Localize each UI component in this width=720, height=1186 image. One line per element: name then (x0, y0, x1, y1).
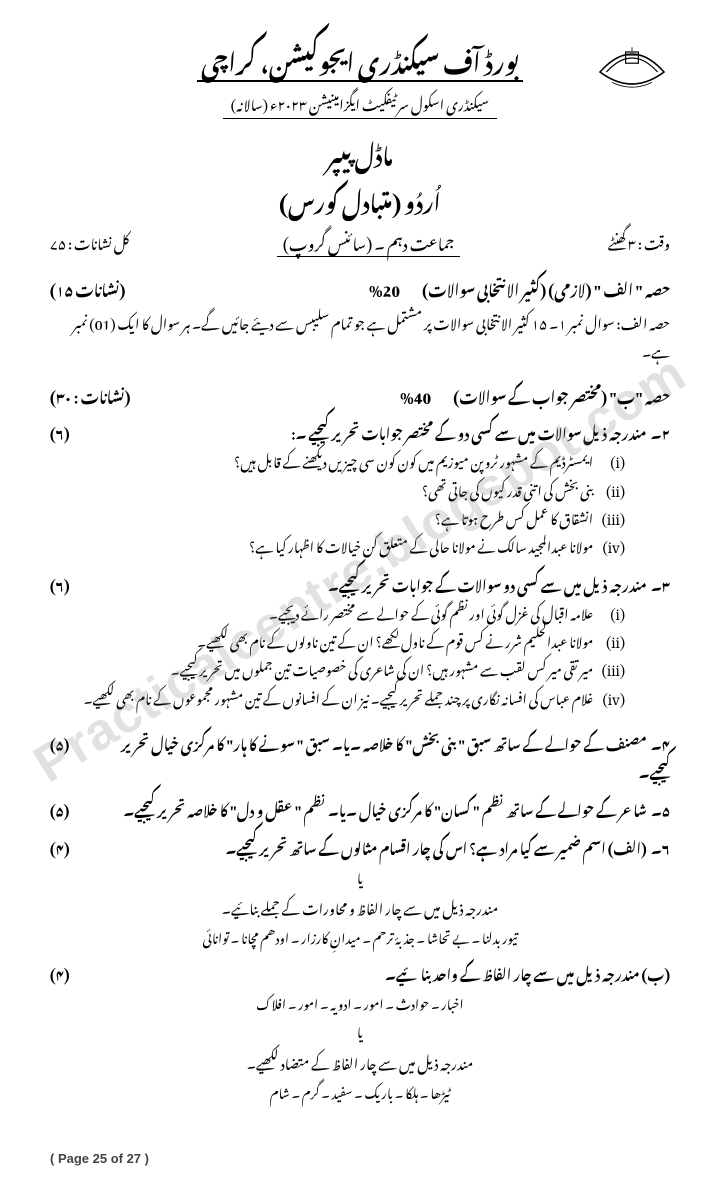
q5-num: ۵۔ (651, 791, 670, 826)
q2-iv: (iv) مولانا عبدالمجید سالک نے مولانا حال… (50, 531, 670, 559)
section-b-marks: (نشانات : ۳۰) (50, 380, 130, 409)
q6-alt2: مندرجہ ذیل میں سے چار الفاظ کے متضاد لکھ… (50, 1048, 670, 1076)
time-label: وقت : ۳ گھنٹے (608, 229, 670, 254)
q3-text: ۳۔ مندرجہ ذیل میں سے کسی دو سوالات کے جو… (89, 570, 670, 598)
q5-marks: (۵) (50, 795, 69, 823)
section-a-instruction: حصہ الف: سوال نمبر ۱۔ ۱۵ کثیر الانتخابی … (50, 308, 670, 364)
q6-or-2: یا (50, 1018, 670, 1041)
board-title: بورڈ آف سیکنڈری ایجوکیشن، کراچی (197, 40, 523, 82)
board-logo (592, 28, 672, 100)
section-b-title-text: حصہ "ب" (مختصر جواب کے سوالات) (453, 375, 670, 413)
q4-text: ۴۔ مصنف کے حوالے کے ساتھ سبق " بنی بخش" … (89, 729, 670, 785)
q4-row: ۴۔ مصنف کے حوالے کے ساتھ سبق " بنی بخش" … (50, 729, 670, 785)
q4-stem: مصنف کے حوالے کے ساتھ سبق " بنی بخش" کا … (121, 725, 670, 788)
model-paper-heading: ماڈل پیپر (50, 133, 670, 173)
q6b-words: اخبار ۔ حوادث ۔ امور ۔ ادویہ ۔ امور ۔ اف… (50, 989, 670, 1015)
section-b-row: حصہ "ب" (مختصر جواب کے سوالات) 40% (نشان… (50, 380, 670, 409)
q6b-row: (ب) مندرجہ ذیل میں سے چار الفاظ کے واحد … (50, 959, 670, 987)
q3-num: ۳۔ (651, 566, 670, 601)
section-a-marks: (نشانات ۱۵) (50, 273, 125, 302)
section-a-title-text: حصہ " الف " (لازمی) (کثیر الانتخابی سوال… (422, 268, 670, 306)
section-a-percent: 20% (369, 268, 400, 306)
q6b-text: (ب) مندرجہ ذیل میں سے چار الفاظ کے واحد … (90, 959, 670, 987)
q3-iv-text: غلام عباس کی افسانہ نگاری پر چند جملے تح… (84, 680, 594, 714)
section-b-title: حصہ "ب" (مختصر جواب کے سوالات) 40% (400, 380, 670, 409)
q2-row: ۲۔ مندرجہ ذیل سوالات میں سے کسی دو کے مخ… (50, 418, 670, 446)
q2-i: (i) ایمسٹرڈیم کے مشہور ٹروپن میوزیم میں … (50, 446, 670, 474)
header-block: بورڈ آف سیکنڈری ایجوکیشن، کراچی سیکنڈری … (50, 40, 670, 220)
class-group: جماعت دہم ۔ (سائنس گروپ) (277, 226, 461, 257)
q2-iv-text: مولانا عبدالمجید سالک نے مولانا حالی کے … (249, 528, 593, 562)
q6a-text: ۶۔ (الف) اسم ضمیر سے کیا مراد ہے؟ اس کی … (90, 833, 670, 861)
q2-marks: (۶) (50, 418, 69, 446)
q3-i: (i) علامہ اقبال کی غزل گوئی اور نظم گوئی… (50, 598, 670, 626)
q5-stem: شاعر کے حوالے کے ساتھ نظم " کسان" کا مرک… (123, 791, 646, 826)
q6-alt2-words: ٹیڑھا ۔ ہلکا ۔ باریک ۔ سفید ۔ گرم ۔ شام (50, 1078, 670, 1104)
q5-text: ۵۔ شاعر کے حوالے کے ساتھ نظم " کسان" کا … (89, 795, 670, 823)
section-b-percent: 40% (400, 375, 431, 413)
q3-ii: (ii) مولانا عبدالحلیم شرر نے کس قوم کے ن… (50, 626, 670, 654)
q3-row: ۳۔ مندرجہ ذیل میں سے کسی دو سوالات کے جو… (50, 570, 670, 598)
q3-marks: (۶) (50, 570, 69, 598)
q2-iii: (iii) انشقاق کا عمل کس طرح ہوتا ہے؟ (50, 503, 670, 531)
section-a-row: حصہ " الف " (لازمی) (کثیر الانتخابی سوال… (50, 273, 670, 302)
q3-iii: (iii) میر تقی میر کس لقب سے مشہور ہیں؟ ا… (50, 654, 670, 682)
q6a-row: ۶۔ (الف) اسم ضمیر سے کیا مراد ہے؟ اس کی … (50, 833, 670, 861)
section-a-title: حصہ " الف " (لازمی) (کثیر الانتخابی سوال… (369, 273, 670, 302)
q6b-marks: (۴) (50, 959, 70, 987)
q6-alt1: مندرجہ ذیل میں سے چار الفاظ و محاورات کے… (50, 893, 670, 921)
q6-or-1: یا (50, 864, 670, 887)
q6a-marks: (۴) (50, 833, 70, 861)
page-number: ( Page 25 of 27 ) (50, 1151, 149, 1166)
q4-marks: (۵) (50, 729, 69, 757)
q6-alt1-words: تیور بدلنا ۔ بے تحاشا ۔ جذبۂ ترحم ۔ میدا… (50, 923, 670, 949)
q6-num: ۶۔ (651, 829, 670, 864)
q2-ii: (ii) بنی بخش کی اتنی قدر کیوں کی جاتی تھ… (50, 475, 670, 503)
q5-row: ۵۔ شاعر کے حوالے کے ساتھ نظم " کسان" کا … (50, 795, 670, 823)
exam-line: سیکنڈری اسکول سرٹیفکیٹ ایگزامینیشن ۲۰۲۳ء… (223, 88, 497, 118)
exam-page: Practicalcentre.blogspot.com بورڈ آف سیک… (0, 0, 720, 1186)
q2-text: ۲۔ مندرجہ ذیل سوالات میں سے کسی دو کے مخ… (89, 418, 670, 446)
meta-row: وقت : ۳ گھنٹے جماعت دہم ۔ (سائنس گروپ) ک… (50, 226, 670, 257)
q3-iv: (iv) غلام عباس کی افسانہ نگاری پر چند جم… (50, 683, 670, 711)
q2-num: ۲۔ (651, 414, 670, 449)
q6a-stem: (الف) اسم ضمیر سے کیا مراد ہے؟ اس کی چار… (225, 829, 646, 864)
subject-heading: اُردُو (متبادل کورس) (50, 180, 670, 220)
total-marks-label: کل نشانات : ۷۵ (50, 229, 129, 254)
